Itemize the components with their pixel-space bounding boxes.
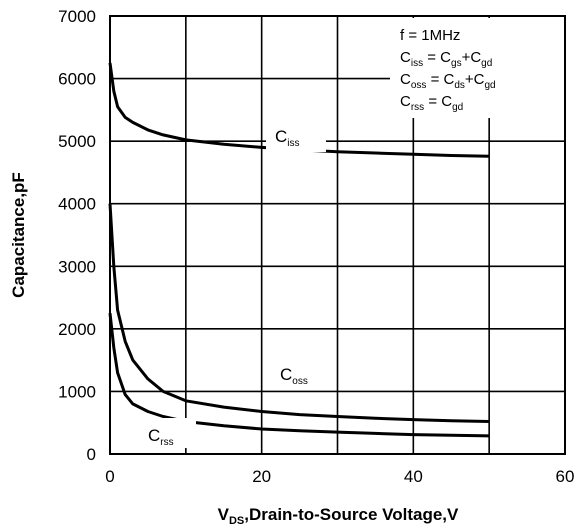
y-tick-label: 1000 bbox=[58, 382, 96, 401]
x-axis-label: VDS,Drain-to-Source Voltage,V bbox=[218, 505, 459, 527]
y-tick-label: 3000 bbox=[58, 257, 96, 276]
legend-box bbox=[390, 18, 564, 118]
crss-label-bg bbox=[140, 418, 196, 448]
grid bbox=[110, 16, 565, 454]
legend-eq-crss: Crss = Cgd bbox=[400, 93, 463, 113]
y-tick-labels: 0 1000 2000 3000 4000 5000 6000 7000 bbox=[58, 7, 96, 464]
x-tick-label: 60 bbox=[556, 467, 575, 486]
legend-eq-ciss: Ciss = Cgs+Cgd bbox=[400, 49, 492, 69]
y-tick-label: 5000 bbox=[58, 132, 96, 151]
coss-label-bg bbox=[270, 358, 332, 388]
series-line-coss bbox=[108, 203, 490, 423]
y-axis-label: Capacitance,pF bbox=[9, 172, 28, 298]
legend-eq-coss: Coss = Cds+Cgd bbox=[400, 71, 496, 91]
x-tick-label: 40 bbox=[404, 467, 423, 486]
crss-label: Crss bbox=[148, 426, 174, 448]
legend-freq: f = 1MHz bbox=[400, 27, 460, 44]
plot-frame bbox=[109, 15, 566, 455]
x-tick-label: 0 bbox=[105, 467, 114, 486]
x-tick-label: 20 bbox=[252, 467, 271, 486]
ciss-label: Ciss bbox=[275, 127, 300, 149]
series-line-crss bbox=[108, 313, 490, 438]
y-tick-label: 0 bbox=[87, 445, 96, 464]
y-tick-label: 6000 bbox=[58, 70, 96, 89]
x-tick-labels: 0 20 40 60 bbox=[105, 467, 574, 486]
coss-label: Coss bbox=[280, 365, 308, 387]
y-tick-label: 4000 bbox=[58, 195, 96, 214]
y-tick-label: 2000 bbox=[58, 320, 96, 339]
ciss-label-bg bbox=[266, 120, 326, 152]
series-line-ciss bbox=[108, 62, 490, 158]
series-lines bbox=[108, 62, 490, 438]
y-tick-label: 7000 bbox=[58, 7, 96, 26]
